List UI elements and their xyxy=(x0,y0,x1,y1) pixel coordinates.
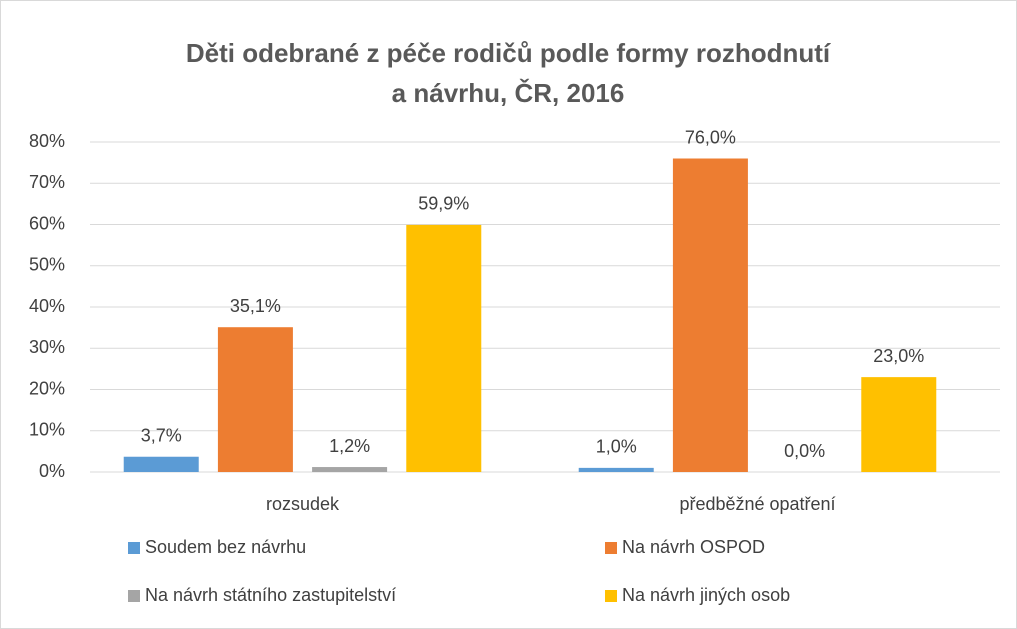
legend-label: Na návrh státního zastupitelství xyxy=(145,585,396,605)
x-tick-label: předběžné opatření xyxy=(679,494,835,514)
y-tick-label: 80% xyxy=(29,131,65,151)
y-tick-label: 30% xyxy=(29,337,65,357)
legend-swatch xyxy=(128,542,140,554)
value-label: 0,0% xyxy=(784,441,825,461)
y-tick-label: 20% xyxy=(29,378,65,398)
bar xyxy=(672,158,748,472)
y-tick-label: 0% xyxy=(39,461,65,481)
legend-swatch xyxy=(605,590,617,602)
value-label: 76,0% xyxy=(685,127,736,147)
value-label: 1,0% xyxy=(596,437,637,457)
legend-swatch xyxy=(605,542,617,554)
bar xyxy=(217,327,293,472)
value-label: 1,2% xyxy=(329,436,370,456)
bar xyxy=(123,456,199,472)
y-tick-label: 60% xyxy=(29,213,65,233)
value-label: 35,1% xyxy=(230,296,281,316)
chart-title: Děti odebrané z péče rodičů podle formy … xyxy=(186,38,831,68)
chart-title: a návrhu, ČR, 2016 xyxy=(392,78,625,108)
value-label: 59,9% xyxy=(418,194,469,214)
bar xyxy=(861,377,937,472)
legend-label: Soudem bez návrhu xyxy=(145,537,306,557)
bar xyxy=(312,467,388,472)
x-tick-label: rozsudek xyxy=(266,494,340,514)
bar xyxy=(406,224,482,472)
value-label: 3,7% xyxy=(141,425,182,445)
y-tick-label: 70% xyxy=(29,172,65,192)
legend-label: Na návrh OSPOD xyxy=(622,537,765,557)
y-tick-label: 40% xyxy=(29,296,65,316)
value-label: 23,0% xyxy=(873,346,924,366)
y-tick-label: 10% xyxy=(29,420,65,440)
bar xyxy=(578,467,654,472)
y-tick-label: 50% xyxy=(29,255,65,275)
legend-swatch xyxy=(128,590,140,602)
legend-label: Na návrh jiných osob xyxy=(622,585,790,605)
